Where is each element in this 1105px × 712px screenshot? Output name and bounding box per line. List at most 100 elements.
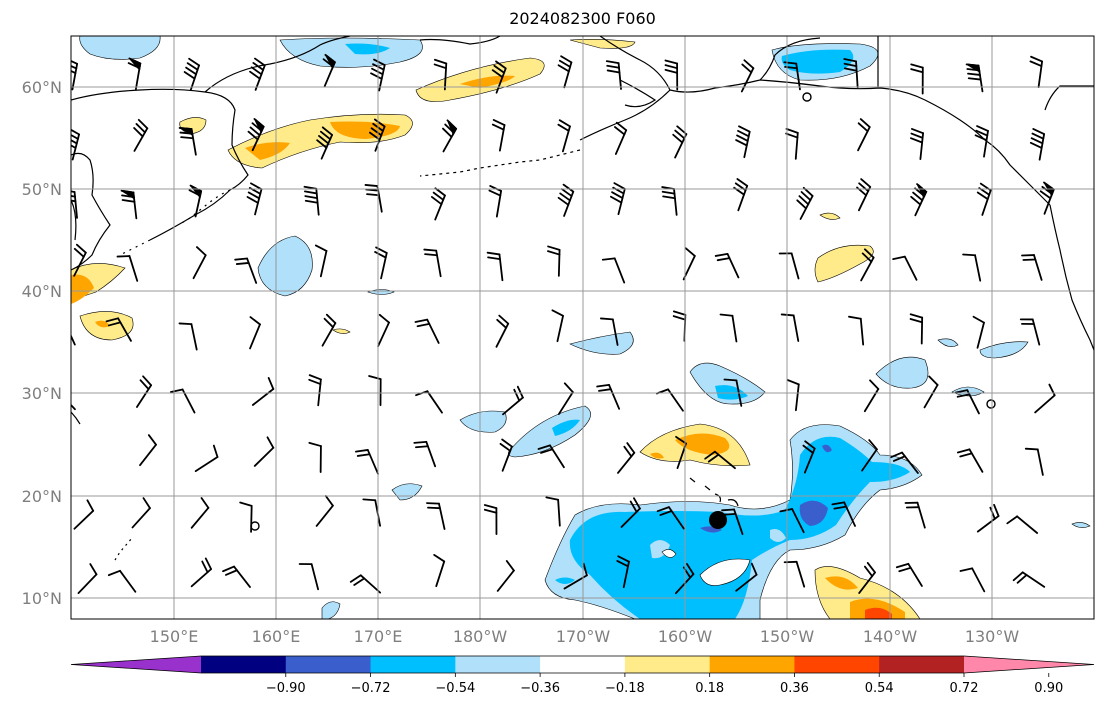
wind-barb [253,436,275,467]
wind-barb [423,248,442,278]
wind-barb [802,440,816,474]
wind-barb [904,501,926,529]
longitude-labels: 150°E 160°E 170°E 180°W 170°W 160°W 150°… [150,627,1020,646]
wind-barb [491,60,507,94]
wind-barb [860,248,875,282]
latitude-labels: 60°N 50°N 40°N 30°N 20°N 10°N [22,78,62,608]
wind-barb [499,438,513,472]
wind-barb [599,317,619,346]
wind-barb [956,448,984,473]
wind-barb [71,128,80,161]
wind-barb [786,379,800,412]
wind-barb [616,555,630,589]
wind-barb [1019,318,1041,346]
wind-barb [1012,571,1046,588]
lat-label: 30°N [22,384,62,403]
wind-barb [107,569,137,593]
map-frame [70,35,1095,620]
wind-barb [495,314,510,348]
colorbar-tick-label: 0.36 [780,681,809,696]
colorbar-segment [709,656,795,673]
wind-barb [1021,254,1043,281]
wind-barb [1024,447,1044,476]
wind-barb [303,185,320,216]
colorbar-segment [285,656,372,673]
wind-barb [133,118,149,152]
wind-barb [298,563,320,591]
wind-barb [1029,55,1044,89]
colorbar-segment [879,656,965,673]
wind-barb [557,119,571,153]
wind-barb [976,503,1000,533]
wind-barb [605,60,622,90]
wind-barb [71,403,76,411]
wind-barb [127,57,142,91]
wind-barb [1006,515,1039,534]
wind-barb [780,313,800,342]
lat-label: 40°N [22,282,62,301]
wind-barb [861,439,878,472]
colorbar: −0.90 −0.72 −0.54 −0.36 −0.18 0.18 0.36 0.54 0.7… [70,655,1095,696]
wind-barb [139,434,157,467]
wind-barb [77,563,98,594]
colorbar-tick-label: 0.72 [950,681,979,696]
wind-barb [857,118,871,152]
wind-barb [547,245,561,277]
lon-label: 170°E [354,627,403,646]
wind-barb [413,440,437,468]
wind-barb [962,253,982,282]
colorbar-segment [624,656,711,673]
colorbar-tick-label: −0.54 [435,681,475,696]
wind-barb [315,495,334,527]
wind-barb [719,313,738,343]
wind-barb [557,183,575,217]
wind-barb [910,128,925,160]
wind-barb [249,57,266,91]
wind-barb [247,118,265,152]
wind-barb [496,560,515,592]
lon-label: 180°W [453,627,508,646]
colorbar-extend-low [71,656,201,673]
wind-barb [488,185,502,218]
wind-barb [714,252,740,279]
lon-label: 150°W [760,627,815,646]
wind-barb [596,383,621,410]
colorbar-outline [70,655,1095,674]
wind-barb [843,58,859,89]
wind-barb [954,389,980,415]
wind-barb [909,313,924,345]
wind-barb [105,317,132,342]
lon-label: 150°E [150,627,199,646]
wind-barb [895,562,923,587]
wind-barb [740,59,755,93]
wind-barb [721,508,744,535]
map-title: 2024082300 F060 [509,9,656,28]
wind-barb [251,377,275,406]
wind-barb [131,497,151,529]
wind-barb [491,119,506,152]
wind-barb [910,63,924,95]
wind-barb [194,444,219,473]
wind-barb [183,57,200,91]
wind-barb [672,125,688,159]
wind-barb [551,309,564,343]
wind-barb [785,127,799,160]
wind-barb [486,251,504,282]
lat-label: 20°N [22,487,62,506]
wind-barb [239,501,253,533]
colorbar-tick-label: −0.36 [520,681,560,696]
wind-barb [661,186,678,216]
wind-barb [73,499,95,530]
colorbar-segment [540,656,626,673]
coastlines [71,36,1094,561]
wind-barb [321,313,337,347]
wind-barb [222,565,251,588]
wind-barb [190,557,212,588]
wind-barb [858,561,876,594]
wind-barb [73,243,87,277]
wind-barb [368,375,382,407]
wind-barb [831,501,856,527]
lat-label: 10°N [22,589,62,608]
wind-barb [349,574,382,594]
colorbar-tick-label: 0.54 [865,681,894,696]
